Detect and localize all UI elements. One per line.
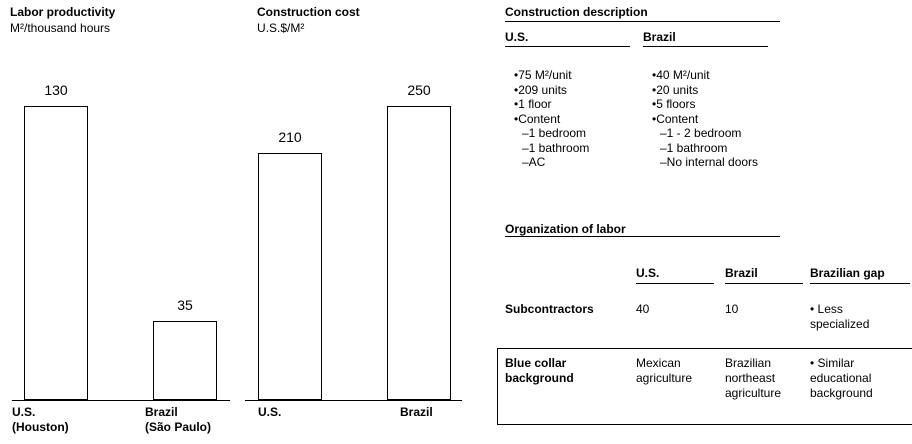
list-item: –No internal doors bbox=[660, 155, 759, 169]
list-item: –1 bathroom bbox=[660, 140, 728, 155]
table-header: Brazil bbox=[725, 266, 758, 280]
table-cell: • Less specialized bbox=[810, 302, 870, 331]
table-cell: Mexican agriculture bbox=[636, 356, 693, 385]
category-label: Brazil (São Paulo) bbox=[145, 405, 212, 434]
rule bbox=[643, 46, 768, 47]
axis-line bbox=[12, 400, 230, 401]
labor-title: Organization of labor bbox=[505, 222, 626, 236]
value-label: 35 bbox=[177, 296, 193, 313]
chart-title: Labor productivity bbox=[10, 5, 116, 19]
row-label: Subcontractors bbox=[505, 302, 594, 316]
category-label: U.S. (Houston) bbox=[12, 405, 69, 434]
bar bbox=[258, 153, 322, 400]
category-label: Brazil bbox=[400, 405, 433, 419]
list-item: –1 bathroom bbox=[522, 140, 590, 155]
list-item: •Content bbox=[652, 111, 699, 126]
chart-title: Construction cost bbox=[257, 5, 360, 19]
list-item: –1 - 2 bedroom bbox=[660, 126, 742, 140]
category-label: U.S. bbox=[258, 405, 282, 419]
rule bbox=[505, 21, 780, 22]
table-header: U.S. bbox=[636, 266, 660, 280]
table-cell: • Similar educational background bbox=[810, 356, 873, 400]
axis-line bbox=[245, 400, 462, 401]
row-box bbox=[497, 348, 912, 425]
bar bbox=[153, 320, 217, 400]
value-label: 210 bbox=[278, 129, 302, 146]
list-item: •20 units bbox=[652, 82, 699, 97]
rule bbox=[636, 283, 714, 284]
chart-subtitle: U.S.$/M² bbox=[257, 21, 305, 35]
rule bbox=[810, 283, 910, 284]
value-label: 250 bbox=[407, 82, 431, 98]
list-item: •Content bbox=[514, 111, 561, 126]
rule bbox=[725, 283, 803, 284]
value-label: 130 bbox=[44, 82, 68, 98]
column-header: Brazil bbox=[643, 30, 676, 44]
list-item: •40 M²/unit bbox=[652, 68, 710, 82]
list-item: •209 units bbox=[514, 82, 567, 97]
bar bbox=[387, 106, 451, 400]
rule bbox=[505, 46, 630, 47]
list-item: –1 bedroom bbox=[522, 126, 587, 140]
bar bbox=[24, 106, 88, 400]
chart-subtitle: M²/thousand hours bbox=[10, 21, 111, 35]
description-title: Construction description bbox=[505, 5, 648, 19]
rule bbox=[505, 236, 780, 237]
table-cell: Brazilian northeast agriculture bbox=[725, 356, 782, 400]
column-items: •75 M²/unit •209 units •1 floor •Content –1 … bbox=[514, 68, 614, 170]
table-cell: 10 bbox=[725, 302, 739, 316]
list-item: •75 M²/unit bbox=[514, 68, 572, 82]
list-item: •5 floors bbox=[652, 97, 696, 111]
column-header: U.S. bbox=[505, 30, 529, 44]
row-label: Blue collar background bbox=[505, 356, 574, 385]
column-items: •40 M²/unit •20 units •5 floors •Content –1 … bbox=[652, 68, 782, 170]
table-cell: 40 bbox=[636, 302, 650, 316]
list-item: –AC bbox=[522, 155, 546, 169]
table-header: Brazilian gap bbox=[810, 266, 885, 280]
list-item: •1 floor bbox=[514, 97, 552, 111]
